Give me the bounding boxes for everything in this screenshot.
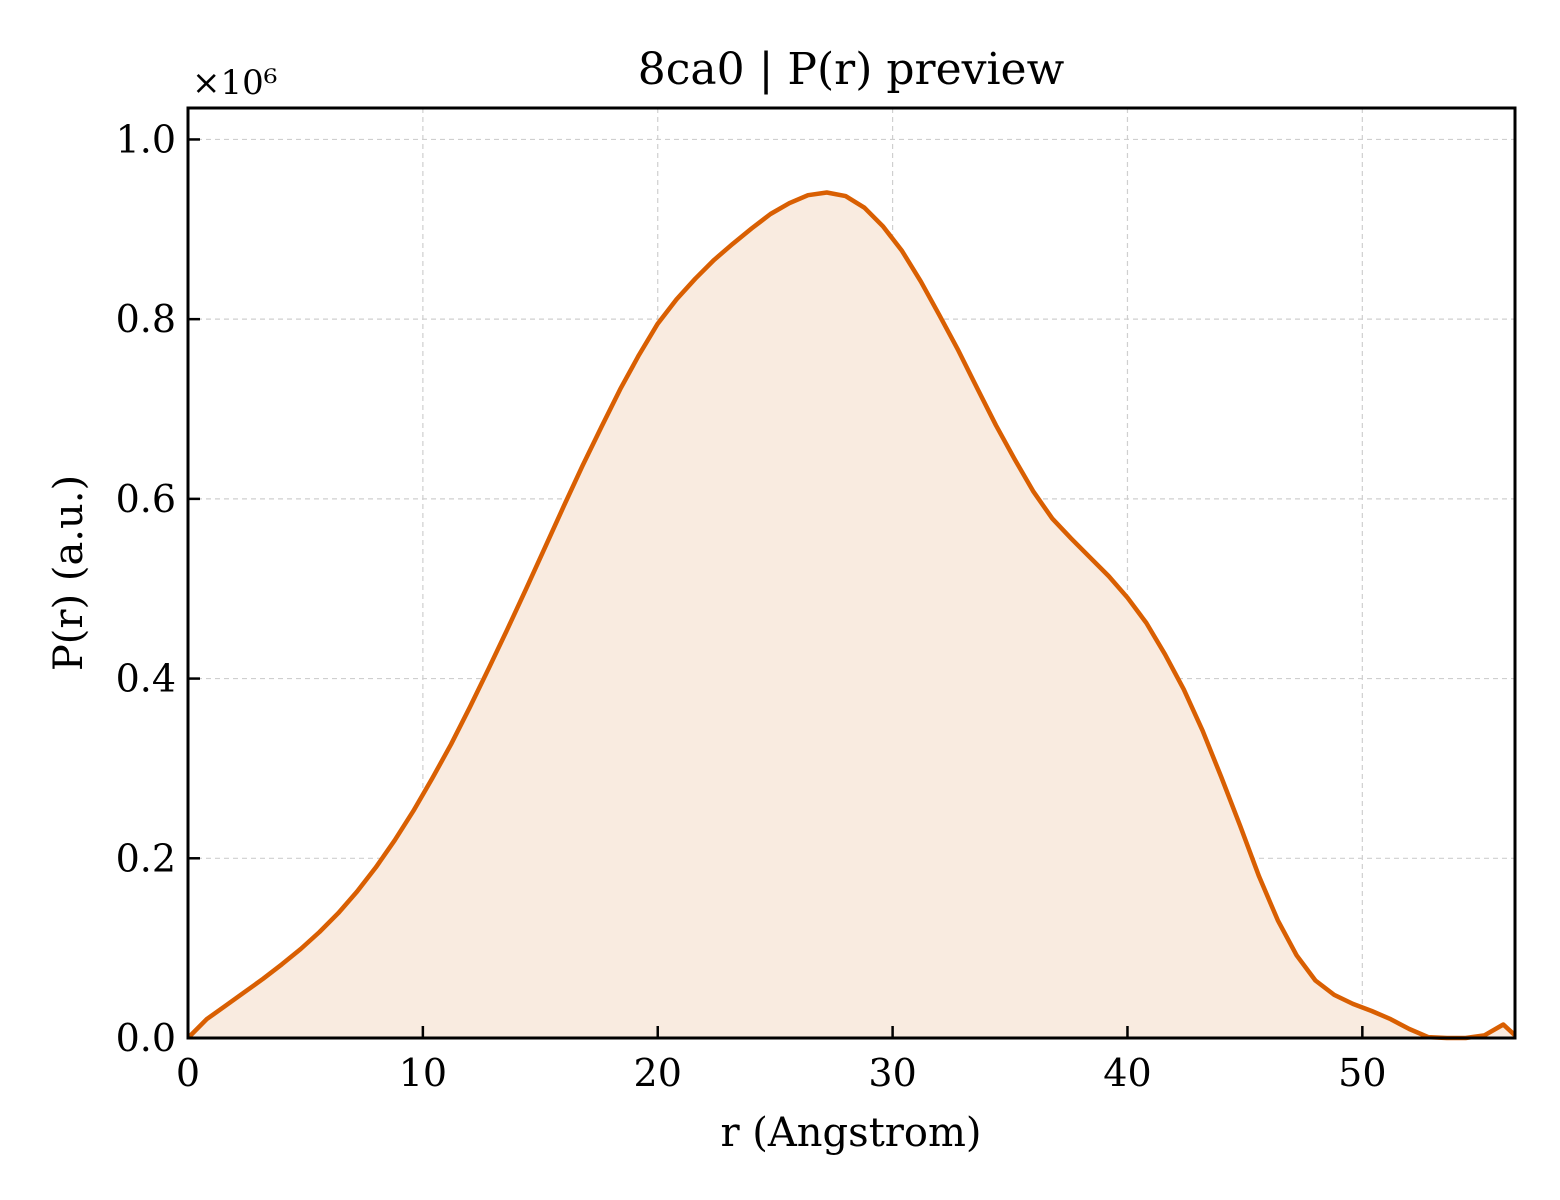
pr-curve-line [186, 190, 1517, 1041]
y-axis-label: P(r) (a.u.) [46, 475, 92, 671]
x-tick-label: 30 [868, 1051, 916, 1095]
x-tick-label: 50 [1338, 1051, 1386, 1095]
plot-frame [186, 106, 1517, 1040]
y-offset-label: ×10⁶ [192, 63, 277, 103]
x-axis-label: r (Angstrom) [720, 1110, 981, 1156]
axis-ticks [186, 138, 1364, 1040]
pr-area-fill [188, 192, 1515, 1038]
y-tick-label: 1.0 [116, 117, 176, 161]
y-tick-label: 0.6 [116, 477, 176, 521]
x-tick-label: 0 [176, 1051, 200, 1095]
y-tick-label: 0.0 [116, 1016, 176, 1060]
tick-labels: 0 10 20 30 40 50 0.0 0.2 0.4 0.6 0.8 1.0 [116, 117, 1387, 1095]
y-tick-label: 0.4 [116, 657, 176, 701]
chart-title: 8ca0 | P(r) preview [638, 44, 1065, 95]
y-tick-label: 0.2 [116, 836, 176, 880]
x-tick-label: 20 [634, 1051, 682, 1095]
y-tick-label: 0.8 [116, 297, 176, 341]
x-tick-label: 10 [399, 1051, 447, 1095]
x-tick-label: 40 [1103, 1051, 1151, 1095]
